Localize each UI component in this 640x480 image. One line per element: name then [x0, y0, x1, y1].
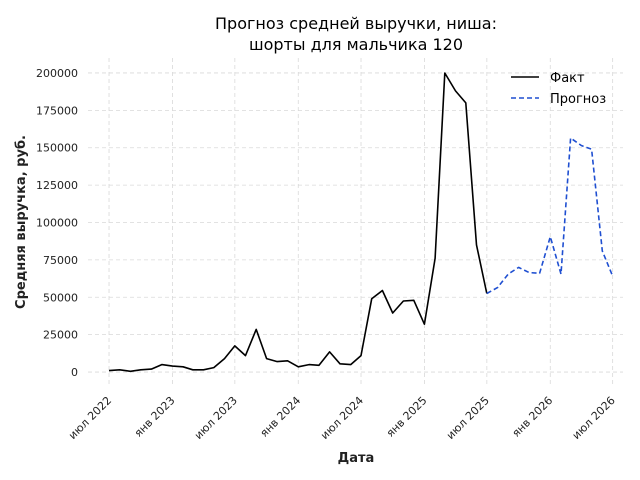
x-tick-label: июл 2024 — [318, 394, 366, 442]
y-tick-label: 75000 — [43, 254, 78, 267]
y-axis-ticks: 0 25000 50000 75000 100000 125000 150000 175000… — [36, 67, 78, 379]
series-line-0 — [108, 72, 488, 373]
legend: Факт Прогноз — [511, 71, 606, 107]
chart-title-line2: шорты для мальчика 120 — [249, 35, 463, 54]
x-tick-label: июл 2026 — [570, 394, 618, 442]
x-tick-label: июл 2023 — [192, 394, 240, 442]
chart-title-line1: Прогноз средней выручки, ниша: — [215, 14, 497, 33]
x-tick-label: июл 2022 — [66, 394, 114, 442]
x-tick-label: янв 2026 — [510, 394, 556, 440]
y-tick-label: 175000 — [36, 104, 78, 117]
x-axis-label: Дата — [338, 451, 375, 466]
y-tick-label: 25000 — [43, 329, 78, 342]
y-tick-label: 150000 — [36, 142, 78, 155]
y-tick-label: 0 — [71, 366, 78, 379]
x-tick-label: янв 2024 — [258, 394, 304, 440]
y-tick-label: 200000 — [36, 67, 78, 80]
x-tick-label: янв 2023 — [132, 394, 178, 440]
grid — [88, 58, 623, 387]
series-lines — [108, 72, 614, 373]
x-axis-ticks: июл 2022 янв 2023 июл 2023 янв 2024 июл 2024… — [66, 394, 618, 442]
x-tick-label: июл 2025 — [444, 394, 492, 442]
y-tick-label: 100000 — [36, 217, 78, 230]
legend-label-fact: Факт — [550, 71, 585, 86]
y-tick-label: 125000 — [36, 179, 78, 192]
series-line-1 — [486, 137, 614, 295]
y-axis-label: Средняя выручка, руб. — [14, 135, 29, 309]
y-tick-label: 50000 — [43, 291, 78, 304]
legend-label-forecast: Прогноз — [550, 92, 606, 107]
x-tick-label: янв 2025 — [384, 394, 430, 440]
